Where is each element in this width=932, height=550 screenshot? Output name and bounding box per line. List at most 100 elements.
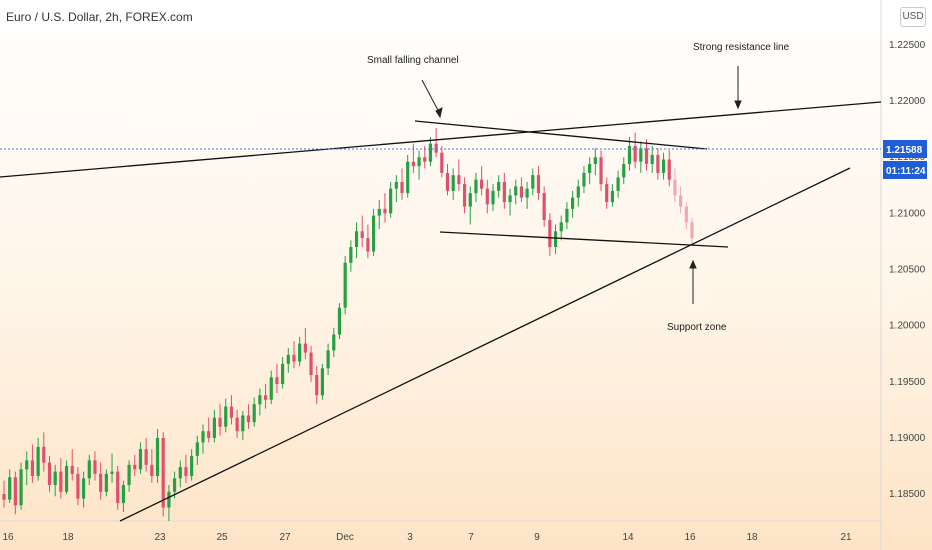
- candle-body: [184, 467, 188, 477]
- candle: [428, 136, 433, 167]
- candle: [354, 222, 359, 259]
- annotation-strong-resistance[interactable]: Strong resistance line: [693, 42, 790, 53]
- candle: [195, 435, 199, 465]
- candle-body: [64, 465, 69, 492]
- candle-body: [462, 184, 467, 207]
- currency-button[interactable]: USD: [900, 7, 926, 27]
- candle-body: [70, 465, 74, 474]
- candle-body: [582, 172, 586, 187]
- candle-body: [525, 188, 529, 198]
- candle: [497, 175, 501, 198]
- candle-body: [195, 442, 199, 456]
- candle-body: [104, 473, 108, 492]
- candle: [389, 181, 393, 218]
- strong-resistance-line[interactable]: [0, 101, 882, 178]
- candle: [627, 136, 632, 171]
- candle-body: [161, 437, 165, 508]
- candle-body: [610, 190, 614, 203]
- countdown-tag: [883, 161, 927, 179]
- candle: [457, 159, 461, 191]
- candle-body: [445, 172, 450, 191]
- time-tick-label: 14: [622, 532, 634, 543]
- candle-body: [42, 446, 46, 463]
- candle: [565, 202, 569, 230]
- candle: [70, 449, 74, 481]
- candle-body: [332, 334, 336, 351]
- falling-channel-bottom-line[interactable]: [439, 231, 729, 248]
- annotation-falling-channel[interactable]: Small falling channel: [367, 55, 459, 66]
- candle-body: [667, 159, 671, 180]
- candle-body: [263, 395, 268, 400]
- candle: [531, 168, 535, 196]
- candle: [286, 348, 290, 373]
- candle-body: [93, 460, 97, 474]
- candle: [349, 240, 353, 272]
- candle: [326, 343, 330, 376]
- candle-body: [315, 375, 319, 396]
- candle-body: [241, 415, 245, 432]
- candle: [161, 432, 165, 517]
- candle: [133, 454, 137, 477]
- candle: [104, 469, 108, 497]
- candle-body: [212, 417, 216, 438]
- candle-body: [167, 491, 171, 508]
- candle-body: [172, 478, 177, 492]
- candle: [47, 455, 52, 492]
- candle-body: [8, 477, 12, 500]
- countdown-value: 01:11:24: [886, 166, 926, 177]
- candle: [423, 145, 427, 169]
- candle: [25, 451, 29, 486]
- support-trend-line[interactable]: [119, 167, 851, 522]
- candle: [650, 145, 654, 173]
- candle: [121, 480, 126, 513]
- candle-body: [30, 460, 35, 477]
- falling-channel-top-line[interactable]: [414, 120, 708, 150]
- candle: [167, 485, 171, 521]
- candle-body: [553, 231, 558, 248]
- candle: [451, 168, 455, 200]
- candle-series: [2, 128, 694, 521]
- candle: [150, 449, 154, 483]
- candle: [679, 186, 683, 214]
- candle-body: [616, 177, 620, 191]
- candle-body: [514, 186, 518, 196]
- time-tick-label: 18: [746, 532, 758, 543]
- candle-body: [605, 184, 609, 203]
- candle: [82, 471, 86, 508]
- resistance-arrowhead: [734, 100, 742, 110]
- price-tick-label: 1.22000: [889, 96, 926, 107]
- falling-channel-arrow: [421, 79, 441, 115]
- candle: [684, 202, 688, 230]
- candle-body: [281, 363, 285, 385]
- candle: [514, 179, 518, 205]
- candle: [343, 256, 347, 315]
- candle-body: [679, 195, 683, 207]
- candle: [36, 437, 40, 481]
- candle-body: [644, 148, 649, 164]
- current-price-value: 1.21588: [886, 145, 923, 156]
- candle: [320, 363, 325, 400]
- candle-body: [133, 464, 137, 470]
- candle-body: [377, 208, 381, 216]
- price-tick-label: 1.18500: [889, 489, 926, 500]
- candle-body: [59, 471, 63, 492]
- candle: [394, 175, 398, 203]
- candle: [593, 148, 597, 176]
- candle: [303, 327, 307, 360]
- candle: [599, 150, 603, 191]
- candle: [19, 462, 23, 510]
- candle: [59, 458, 63, 499]
- candle-body: [457, 175, 461, 185]
- candle: [190, 449, 194, 481]
- candle: [110, 453, 114, 483]
- candle-body: [76, 473, 80, 499]
- annotation-support-zone[interactable]: Support zone: [667, 322, 727, 333]
- current-price-tag: [883, 140, 927, 158]
- candle-body: [201, 431, 205, 443]
- candle-body: [116, 471, 120, 504]
- candle-body: [190, 455, 194, 477]
- candle: [116, 465, 120, 510]
- candle-body: [25, 460, 29, 470]
